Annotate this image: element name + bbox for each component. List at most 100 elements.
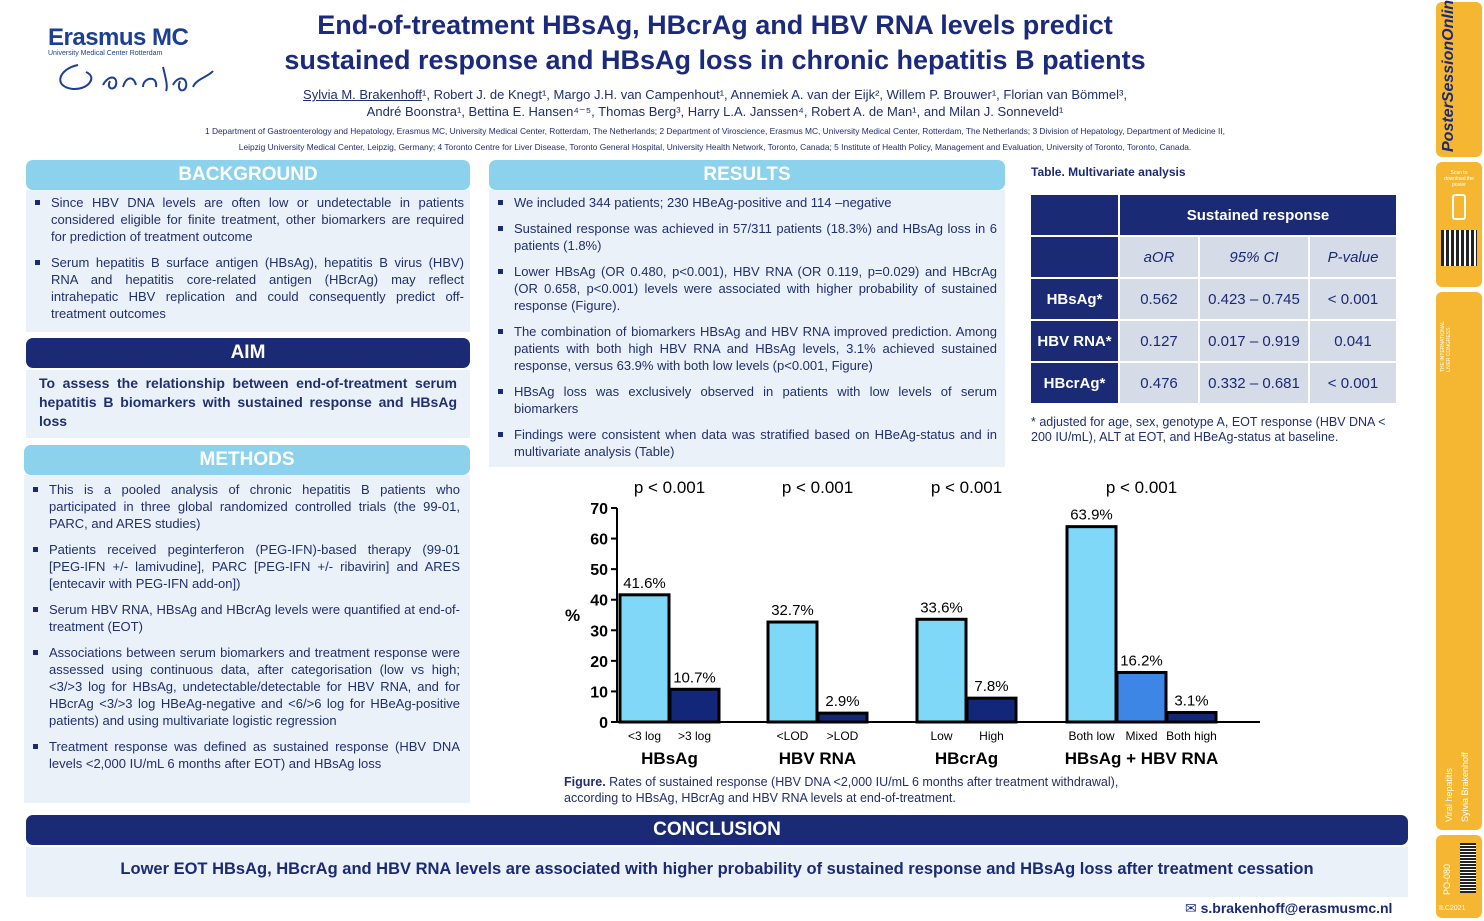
bar [1065,525,1118,724]
cell-p: < 0.001 [1308,277,1398,321]
cell-p: 0.041 [1308,319,1398,363]
results-section: We included 344 patients; 230 HBeAg-posi… [489,190,1005,467]
y-tick-label: 70 [590,501,608,518]
list-item: Serum hepatitis B surface antigen (HBsAg… [26,254,464,322]
background-list: Since HBV DNA levels are often low or un… [26,194,464,322]
list-item: Lower HBsAg (OR 0.480, p<0.001), HBV RNA… [489,263,997,314]
methods-list: This is a pooled analysis of chronic hep… [24,481,460,772]
cell-ci: 0.332 – 0.681 [1198,361,1310,405]
author-line-1: ¹, Robert J. de Knegt¹, Margo J.H. van C… [422,87,1127,102]
bar [1165,711,1218,724]
row-label: HBcrAg* [1029,361,1120,405]
cell-aor: 0.476 [1118,361,1200,405]
envelope-icon: ✉ [1185,900,1197,916]
id-block: PO-080 ILC2021 [1436,835,1482,918]
cell-ci: 0.017 – 0.919 [1198,319,1310,363]
bar [965,696,1018,724]
group-label: HBV RNA [779,749,856,768]
poster-title: End-of-treatment HBsAg, HBcrAg and HBV R… [240,8,1190,78]
y-tick-label: 10 [590,684,608,701]
contact-email[interactable]: s.brakenhoff@erasmusmc.nl [1200,900,1393,916]
data-label: 2.9% [825,693,859,710]
list-item: This is a pooled analysis of chronic hep… [24,481,460,532]
figure-caption-line-2: according to HBsAg, HBcrAg and HBV RNA l… [564,791,956,805]
aim-heading: AIM [26,338,470,368]
figure-label: Figure. [564,775,606,789]
topic-label: Viral hepatitis [1444,768,1454,822]
group-label: HBcrAg [935,749,998,768]
phone-icon [1452,194,1466,220]
bar [1115,670,1168,724]
list-item: HBsAg loss was exclusively observed in p… [489,383,997,417]
conclusion-text: Lower EOT HBsAg, HBcrAg and HBV RNA leve… [26,847,1408,897]
y-tick-label: 50 [590,562,608,579]
background-section: Since HBV DNA levels are often low or un… [26,190,470,332]
data-label: 7.8% [974,678,1008,695]
brand-label: PosterSessionOnline [1440,0,1457,152]
y-tick-label: 60 [590,532,608,549]
x-tick-label: <3 log [628,729,661,743]
contact: ✉ s.brakenhoff@erasmusmc.nl [1185,900,1392,917]
table-corner-2 [1029,235,1120,279]
y-tick-label: 30 [590,623,608,640]
x-tick-label: Both low [1068,729,1114,743]
author-list: Sylvia M. Brakenhoff¹, Robert J. de Kneg… [200,86,1230,120]
bar [766,620,819,724]
bar [618,593,671,724]
results-list: We included 344 patients; 230 HBeAg-posi… [489,194,997,460]
figure-caption: Figure. Rates of sustained response (HBV… [564,774,1184,806]
table-row: HBV RNA* 0.127 0.017 – 0.919 0.041 [1029,319,1398,363]
list-item: Sustained response was achieved in 57/31… [489,220,997,254]
list-item: The combination of biomarkers HBsAg and … [489,323,997,374]
qr-code-icon[interactable] [1441,230,1477,266]
data-label: 63.9% [1070,507,1113,524]
col-aor: aOR [1118,235,1200,279]
barcode-icon [1460,843,1476,893]
aim-text: To assess the relationship between end-o… [26,370,470,438]
first-author: Sylvia M. Brakenhoff [303,87,423,102]
methods-heading: METHODS [24,445,470,475]
poster-id: PO-080 [1442,863,1452,895]
data-label: 41.6% [623,575,666,592]
p-value-label: p < 0.001 [931,478,1002,497]
list-item: Treatment response was defined as sustai… [24,738,460,772]
x-tick-label: >3 log [678,729,711,743]
results-heading: RESULTS [489,160,1005,190]
row-label: HBV RNA* [1029,319,1120,363]
y-axis-label: % [565,606,580,625]
row-label: HBsAg* [1029,277,1120,321]
affiliation-line-2: Leipzig University Medical Center, Leipz… [238,142,1192,152]
cell-aor: 0.127 [1118,319,1200,363]
list-item: Since HBV DNA levels are often low or un… [26,194,464,245]
author-line-2: André Boonstra¹, Bettina E. Hansen⁴⁻⁵, T… [366,104,1064,119]
table-row: HBcrAg* 0.476 0.332 – 0.681 < 0.001 [1029,361,1398,405]
col-ci: 95% CI [1198,235,1310,279]
cell-ci: 0.423 – 0.745 [1198,277,1310,321]
title-line-2: sustained response and HBsAg loss in chr… [284,45,1146,75]
table-corner [1029,193,1120,237]
group-label: HBsAg + HBV RNA [1065,749,1219,768]
bar [668,687,721,724]
data-label: 33.6% [920,599,963,616]
affiliations: 1 Department of Gastroenterology and Hep… [110,123,1320,155]
title-line-1: End-of-treatment HBsAg, HBcrAg and HBV R… [317,10,1113,40]
table-header: Sustained response [1118,193,1398,237]
x-tick-label: High [979,729,1004,743]
erasmus-signature-icon [59,64,214,92]
methods-section: This is a pooled analysis of chronic hep… [24,475,470,803]
data-label: 3.1% [1174,693,1208,710]
list-item: Findings were consistent when data was s… [489,426,997,460]
multivariate-table: Sustained response aOR 95% CI P-value HB… [1029,193,1398,405]
bar [816,711,869,724]
x-tick-label: Both high [1166,729,1217,743]
y-tick-label: 40 [590,593,608,610]
p-value-label: p < 0.001 [782,478,853,497]
figure-caption-line-1: Rates of sustained response (HBV DNA <2,… [605,775,1119,789]
brand-block[interactable]: PosterSessionOnline [1436,0,1482,157]
group-label: HBsAg [641,749,698,768]
download-block[interactable]: Scan to download the poster [1436,162,1482,287]
author-label: Sylvia Brakenhoff [1460,752,1470,822]
background-heading: BACKGROUND [26,160,470,190]
list-item: Associations between serum biomarkers an… [24,644,460,729]
conclusion-heading: CONCLUSION [26,815,1408,845]
